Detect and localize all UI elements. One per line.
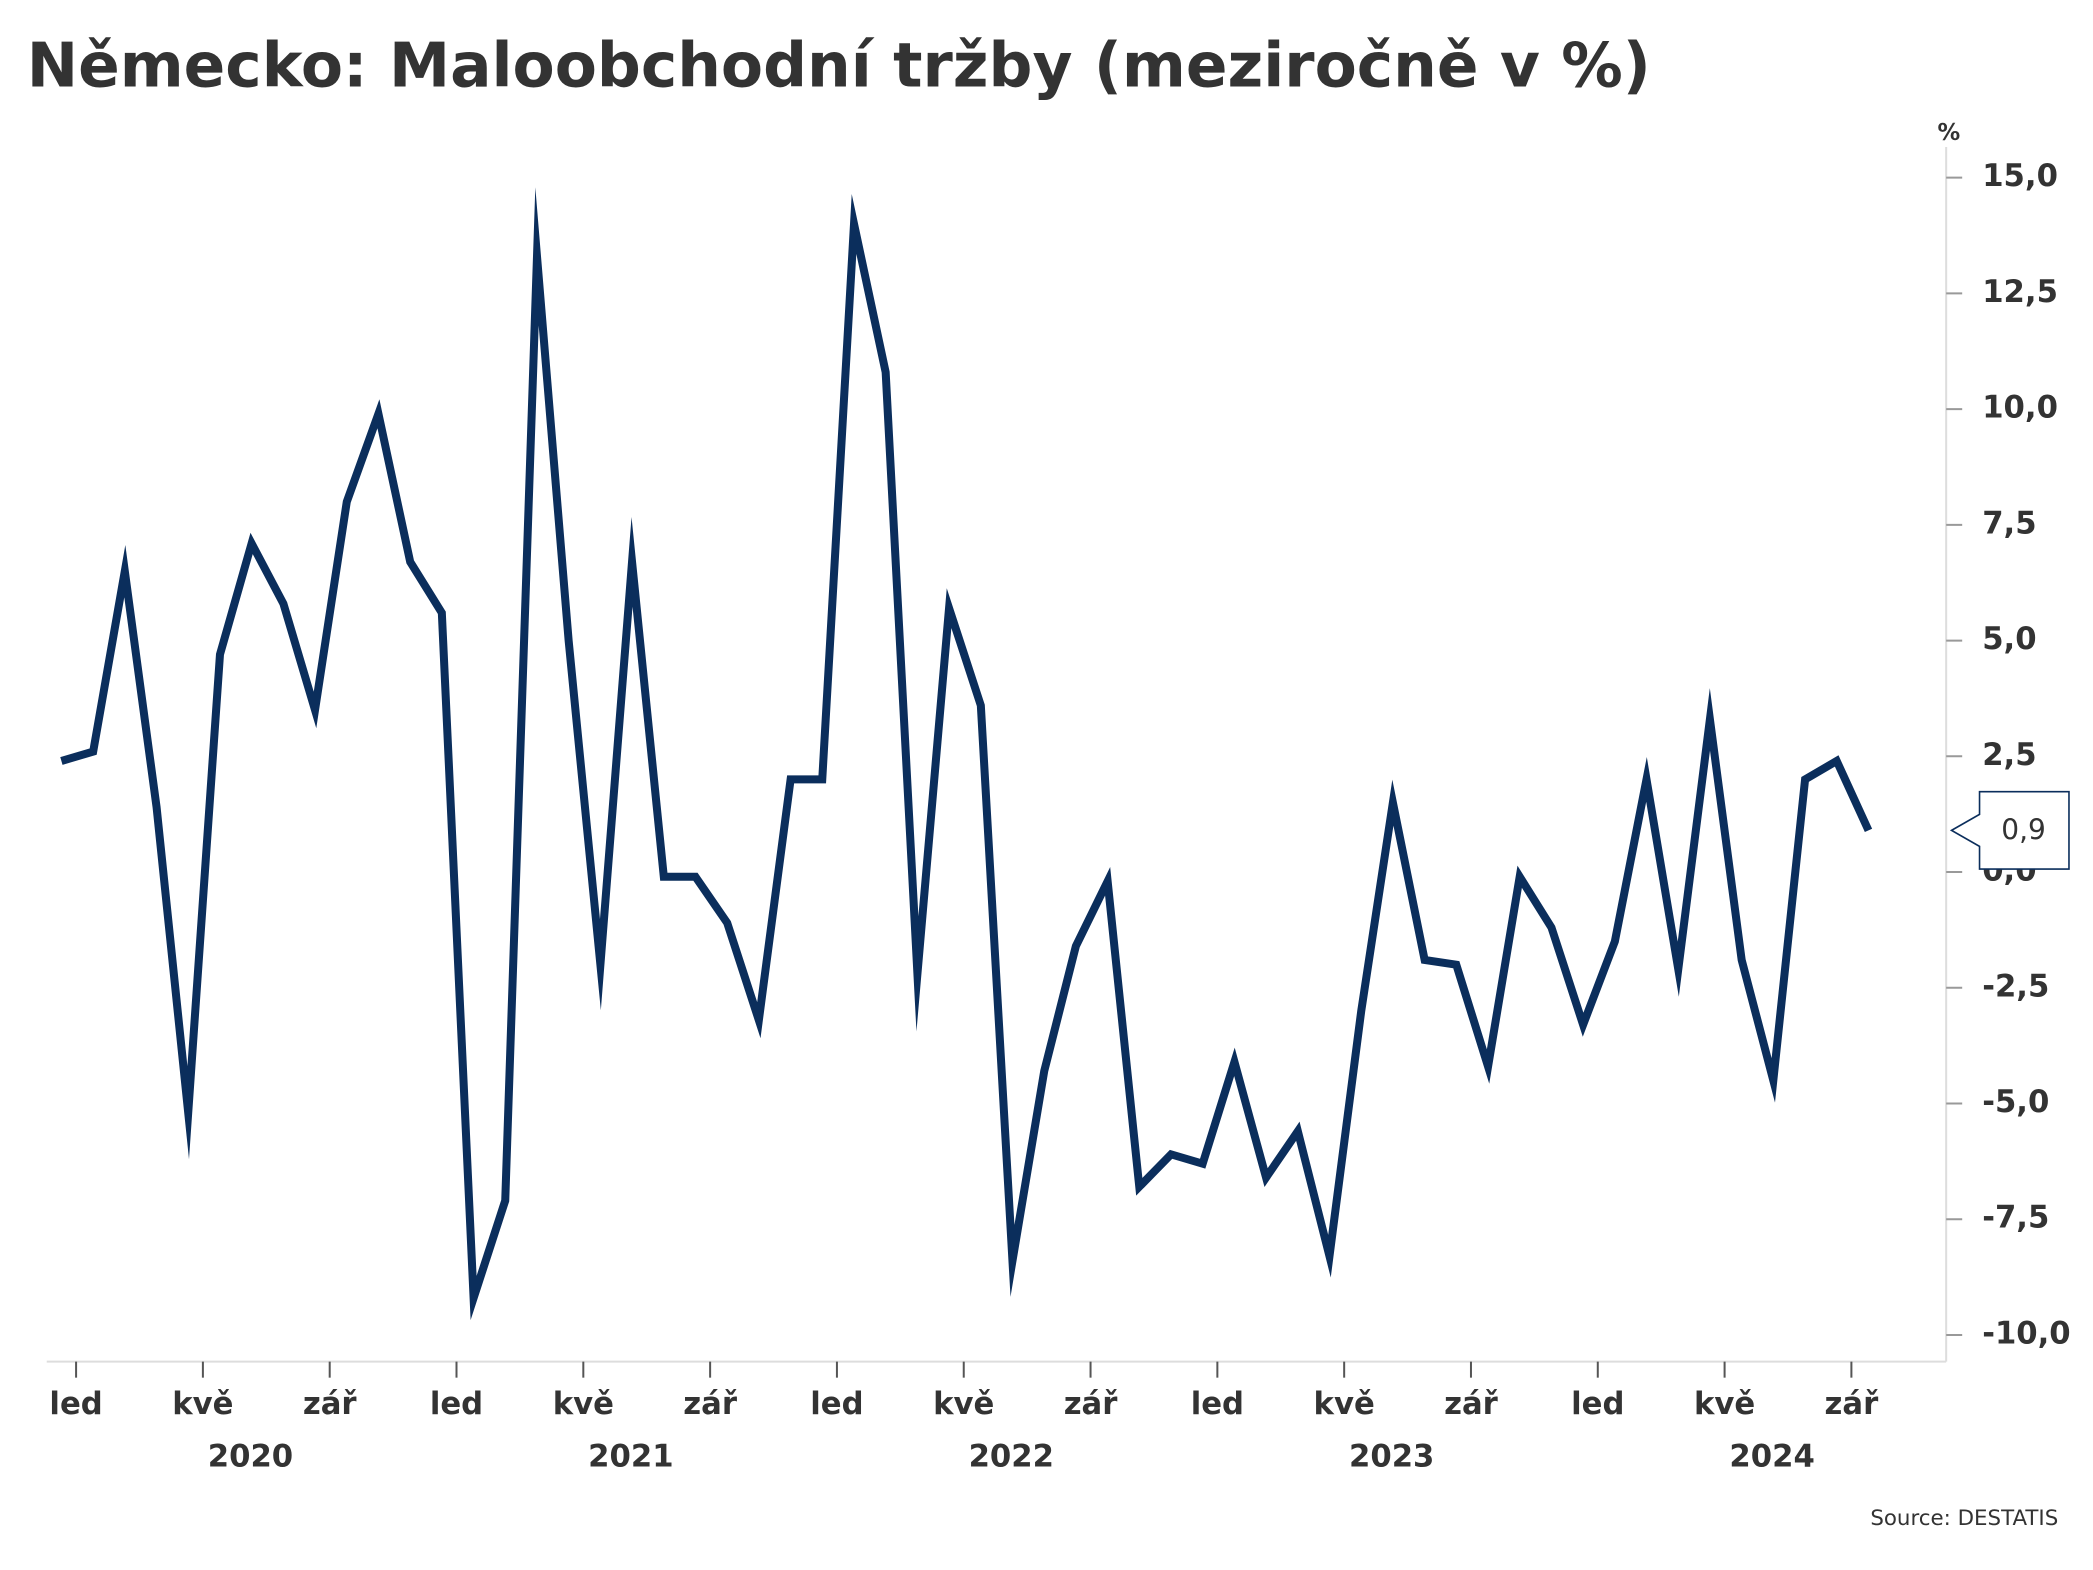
x-tick-label: kvě [553, 1387, 614, 1422]
y-tick-label: -5,0 [1982, 1085, 2049, 1120]
x-tick-label: led [430, 1387, 483, 1422]
x-tick-label: zář [1444, 1387, 1499, 1422]
x-tick-label: kvě [933, 1387, 994, 1422]
x-tick-label: led [49, 1387, 102, 1422]
x-tick-label: kvě [1694, 1387, 1755, 1422]
year-label: 2020 [208, 1439, 293, 1474]
y-tick-label: 5,0 [1982, 622, 2036, 657]
x-tick-label: led [810, 1387, 863, 1422]
value-callout [1949, 790, 2070, 870]
x-tick-label: zář [1064, 1387, 1119, 1422]
y-unit: % [1937, 120, 1960, 146]
y-tick-label: -10,0 [1982, 1316, 2070, 1351]
y-tick-label: -2,5 [1982, 969, 2049, 1004]
x-tick-label: kvě [1314, 1387, 1375, 1422]
y-tick-label: 2,5 [1982, 738, 2036, 773]
y-tick-label: -7,5 [1982, 1201, 2049, 1236]
year-label: 2021 [588, 1439, 673, 1474]
x-tick-label: zář [303, 1387, 358, 1422]
x-tick-label: zář [1825, 1387, 1880, 1422]
chart-title: Německo: Maloobchodní tržby (meziročně v… [27, 31, 1651, 102]
x-tick-label: led [1191, 1387, 1244, 1422]
value-label: 0,9 [2001, 814, 2046, 847]
source: Source: DESTATIS [1870, 1506, 2058, 1531]
y-tick-label: 12,5 [1982, 275, 2058, 310]
x-tick-label: kvě [172, 1387, 233, 1422]
x-tick-label: zář [683, 1387, 738, 1422]
y-tick-label: 15,0 [1982, 159, 2058, 194]
year-label: 2022 [969, 1439, 1054, 1474]
x-tick-label: led [1571, 1387, 1624, 1422]
line-series [60, 187, 1873, 1321]
y-tick-label: 7,5 [1982, 506, 2036, 541]
year-label: 2024 [1729, 1439, 1814, 1474]
year-label: 2023 [1349, 1439, 1434, 1474]
y-tick-label: 10,0 [1982, 391, 2058, 426]
